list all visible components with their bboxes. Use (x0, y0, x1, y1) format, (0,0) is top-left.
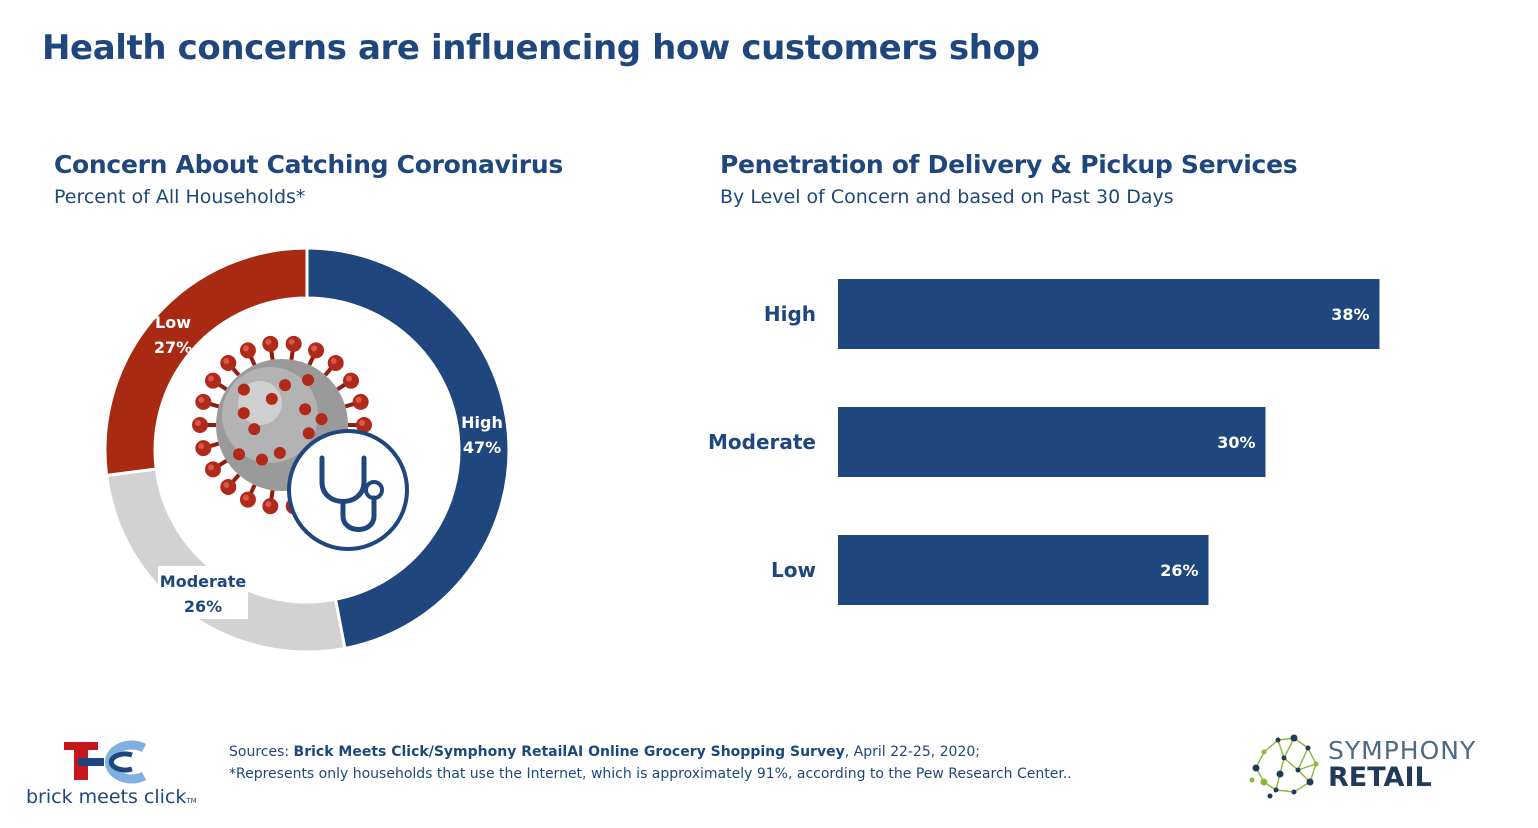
symphony-retail-logo: SYMPHONY RETAIL (1244, 730, 1494, 802)
slice-label-high-value: 47% (463, 438, 501, 457)
sources-prefix: Sources: (229, 744, 294, 760)
footnote: *Represents only households that use the… (229, 766, 1072, 782)
donut-chart-subtitle: Percent of All Households* (54, 186, 305, 208)
logo-left-text: brick meets click (26, 786, 186, 808)
bar-high (838, 279, 1380, 349)
slice-label-low-value: 27% (154, 338, 192, 357)
slice-label-high-name: High (461, 413, 503, 432)
bar-chart-subtitle: By Level of Concern and based on Past 30… (720, 186, 1174, 208)
stethoscope-icon (289, 431, 407, 549)
value-label-low: 26% (1160, 561, 1198, 580)
logo-right-line1: SYMPHONY (1328, 736, 1476, 765)
logo-left-tm: TM (186, 797, 196, 805)
donut-chart: High 47% Moderate 26% Low 27% (90, 235, 530, 665)
sources-survey-name: Brick Meets Click/Symphony RetailAI Onli… (294, 744, 845, 760)
bar-chart: High 38% Moderate 30% Low 26% (700, 260, 1460, 630)
category-label-low: Low (771, 558, 816, 582)
brick-meets-click-logo: brick meets clickTM (22, 738, 222, 813)
slice-label-moderate-name: Moderate (160, 572, 247, 591)
page-title: Health concerns are influencing how cust… (42, 28, 1039, 68)
symphony-network-icon (1244, 730, 1334, 802)
sources-date: , April 22-25, 2020; (845, 744, 980, 760)
logo-right-line2: RETAIL (1328, 762, 1432, 793)
bar-moderate (838, 407, 1266, 477)
slice-label-moderate-value: 26% (184, 597, 222, 616)
category-label-moderate: Moderate (708, 430, 816, 454)
donut-chart-title: Concern About Catching Coronavirus (54, 150, 563, 179)
slice-label-low-name: Low (155, 313, 191, 332)
category-label-high: High (764, 302, 816, 326)
bar-low (838, 535, 1209, 605)
value-label-high: 38% (1331, 305, 1369, 324)
value-label-moderate: 30% (1217, 433, 1255, 452)
bar-chart-title: Penetration of Delivery & Pickup Service… (720, 150, 1297, 179)
sources-line: Sources: Brick Meets Click/Symphony Reta… (229, 744, 980, 760)
